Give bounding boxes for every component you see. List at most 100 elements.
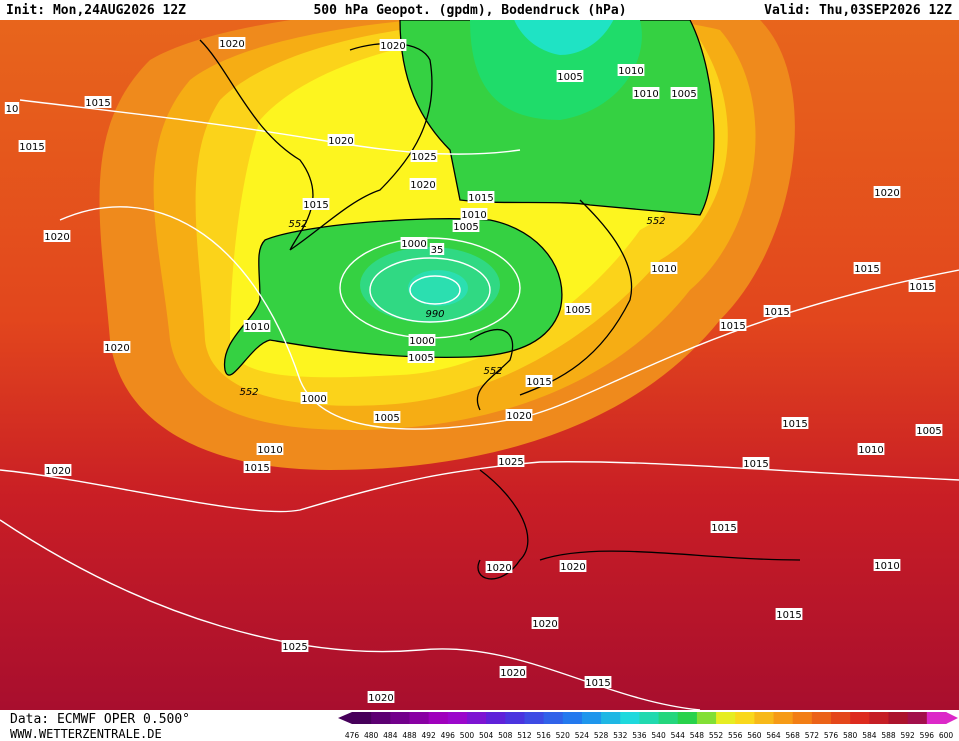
label-box [367,691,395,703]
colorbar-label: 544 [671,731,686,740]
colorbar-swatch [850,712,870,724]
isobar-label: 1020 [560,562,585,573]
isobar-label: 1020 [506,411,531,422]
isobar-label: 1010 [244,322,269,333]
colorbar-swatch [658,712,679,724]
isobar-label: 1020 [104,343,129,354]
colorbar-swatch [352,712,372,724]
label-box [407,351,435,363]
isobar-label: 1025 [498,457,523,468]
colorbar-label: 548 [690,731,705,740]
isobar-label: 1025 [282,642,307,653]
colorbar-swatch [447,712,468,724]
label-box [485,561,513,573]
colorbar-end [338,712,352,724]
label-box [256,443,284,455]
isobar-label: 1015 [85,98,110,109]
valid-time: Valid: Thu,03SEP2026 12Z [764,3,952,18]
label-box [763,305,791,317]
isobar-label: 552 [239,387,258,398]
field [0,0,959,710]
label-box [775,608,803,620]
colorbar-swatch [907,712,928,724]
colorbar-label: 596 [920,731,935,740]
colorbar-label: 496 [441,731,456,740]
colorbar-label: 528 [594,731,609,740]
colorbar-label: 508 [498,731,513,740]
colorbar-label: 488 [402,731,417,740]
site: WWW.WETTERZENTRALE.DE [10,727,162,741]
colorbar-swatch [543,712,564,724]
isobar-label: 1020 [380,41,405,52]
isobar-label: 1020 [219,39,244,50]
colorbar-label: 500 [460,731,475,740]
colorbar-swatch [601,712,621,724]
label-box [873,559,901,571]
isobar-label: 1015 [585,678,610,689]
colorbar-swatch [773,712,794,724]
isobar-label: 1005 [453,222,478,233]
isobar-label: 1005 [408,353,433,364]
isobar-label: 1010 [874,561,899,572]
label-box [564,303,592,315]
colorbar-swatch [581,712,602,724]
isobar-label: 552 [646,216,665,227]
label-box [632,87,660,99]
colorbar-label: 576 [824,731,839,740]
isobar-label: 1015 [303,200,328,211]
isobar-label: 1010 [618,66,643,77]
isobar-label: 552 [483,366,502,377]
isobar-label: 1015 [720,321,745,332]
isobar-label: 10 [6,104,19,115]
isobar-label: 1015 [909,282,934,293]
isobar-label: 1020 [874,188,899,199]
isobar-label: 1025 [411,152,436,163]
isobar-label: 1020 [368,693,393,704]
label-box [857,443,885,455]
isobar-label: 1010 [633,89,658,100]
label-box [584,676,612,688]
label-box [497,455,525,467]
colorbar-swatch [792,712,813,724]
label-box [460,208,488,220]
isobar-label: 552 [288,219,307,230]
colorbar-swatch [428,712,449,724]
colorbar-label: 580 [843,731,858,740]
label-box [400,237,428,249]
colorbar-swatch [524,712,545,724]
isobar-label: 1020 [500,668,525,679]
label-box [18,140,46,152]
label-box [559,560,587,572]
isobar-label: 1005 [916,426,941,437]
colorbar-label: 592 [901,731,916,740]
colorbar-label: 552 [709,731,724,740]
colorbar-swatch [831,712,851,724]
colorbar-swatch [486,712,506,724]
isobar-label: 1015 [782,419,807,430]
isobar-label: 1000 [301,394,326,405]
isobar-label: 1005 [374,413,399,424]
isobar-label: 1000 [401,239,426,250]
colorbar-swatch [466,712,487,724]
label-box [670,87,698,99]
label-box [742,457,770,469]
colorbar-swatch [620,712,640,724]
colorbar-label: 536 [632,731,647,740]
isobar-label: 1010 [858,445,883,456]
isobar-label: 1020 [328,136,353,147]
isobar-label: 1015 [764,307,789,318]
label-box [781,417,809,429]
colorbar-swatch [811,712,832,724]
colorbar-swatch [562,712,583,724]
colorbar-swatch [371,712,391,724]
isobar-label: 1015 [526,377,551,388]
label-box [327,134,355,146]
isobar-labels: 1020 1020 1005 1010 1010 1005 10 1015 1015 1020 10… [4,37,943,704]
isobar-label: 1015 [854,264,879,275]
label-box [505,409,533,421]
label-box [43,230,71,242]
label-box [409,178,437,190]
label-box [650,262,678,274]
label-box [467,191,495,203]
